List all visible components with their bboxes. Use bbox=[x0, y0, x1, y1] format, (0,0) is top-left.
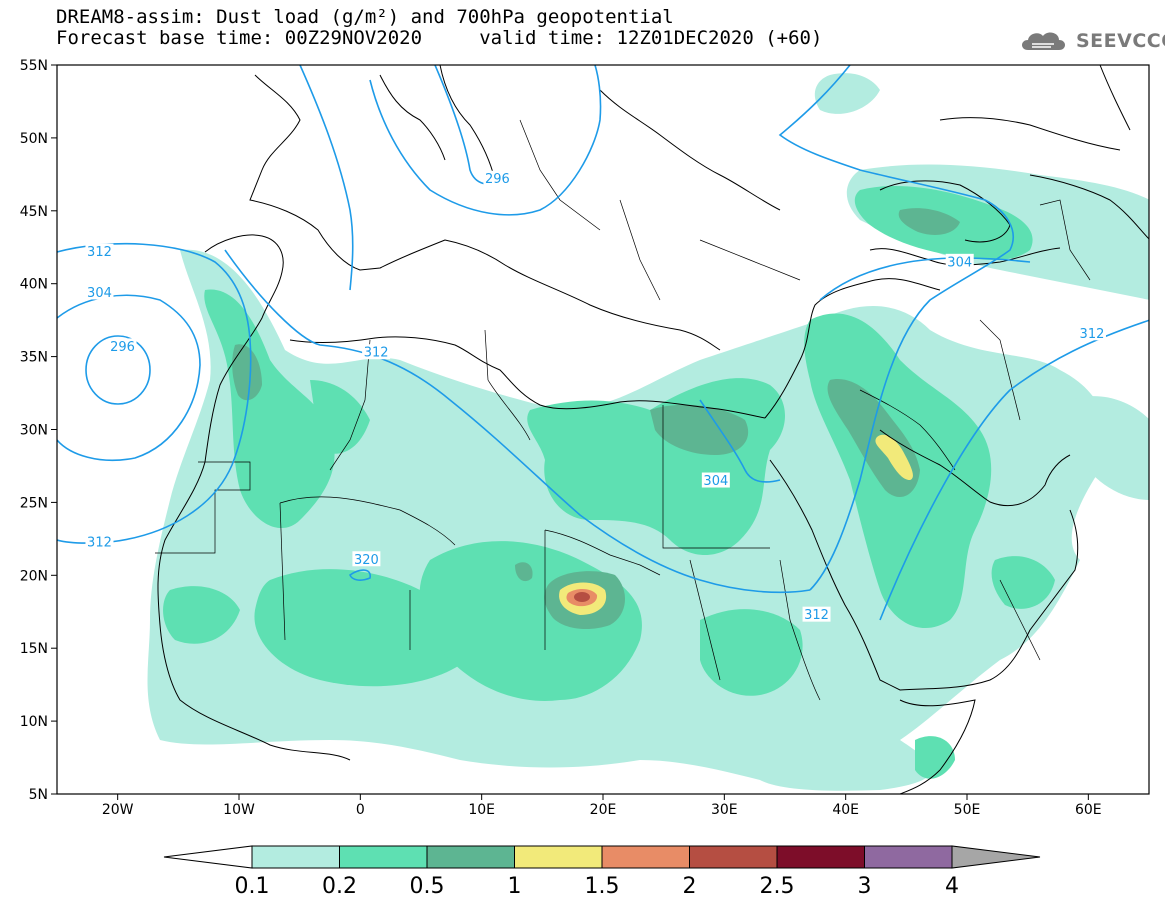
contour-label: 312 bbox=[364, 346, 389, 361]
lat-tick-label: 20N bbox=[20, 568, 48, 584]
contour-label: 304 bbox=[87, 286, 112, 301]
country-borders bbox=[155, 119, 1091, 701]
contour-label-bg bbox=[701, 472, 730, 488]
colorbar-label: 1 bbox=[508, 874, 522, 899]
contour-label: 312 bbox=[87, 245, 112, 260]
colorbar-swatch bbox=[689, 845, 778, 869]
lat-tick-label: 5N bbox=[29, 787, 48, 803]
contour-label: 312 bbox=[1080, 327, 1105, 342]
lon-tick-label: 50E bbox=[954, 802, 981, 818]
contour-label-bg bbox=[85, 533, 114, 549]
colorbar-swatch bbox=[251, 845, 340, 869]
colorbar-swatch bbox=[601, 845, 690, 869]
lat-tick-label: 45N bbox=[20, 204, 48, 220]
dust-level-2 bbox=[574, 592, 590, 602]
lat-tick-label: 30N bbox=[20, 423, 48, 439]
map-title: DREAM8-assim: Dust load (g/m²) and 700hP… bbox=[56, 6, 674, 28]
contour-label: 296 bbox=[485, 172, 510, 187]
colorbar-swatch bbox=[776, 845, 865, 869]
contour-label: 296 bbox=[110, 340, 135, 355]
contour-label-bg bbox=[802, 606, 831, 622]
contour-label-bg bbox=[85, 284, 114, 300]
contour-label: 320 bbox=[354, 553, 379, 568]
contour-label: 304 bbox=[947, 255, 972, 270]
colorbar-min-arrow bbox=[163, 845, 253, 869]
logo-text: SEEVCCC bbox=[1076, 30, 1165, 52]
dust-layer bbox=[147, 73, 1149, 791]
colorbar-label: 2.5 bbox=[760, 874, 795, 899]
lon-tick-label: 10W bbox=[223, 802, 255, 818]
lat-tick-label: 15N bbox=[20, 641, 48, 657]
contour-label: 312 bbox=[804, 608, 829, 623]
longitude-axis: 20W 10W 0 10E 20E 30E 40E 50E 60E bbox=[102, 794, 1102, 818]
contour-label-bg bbox=[1077, 325, 1106, 341]
lat-tick-label: 40N bbox=[20, 277, 48, 293]
lat-tick-label: 55N bbox=[20, 58, 48, 74]
colorbar-label: 0.1 bbox=[235, 874, 270, 899]
lon-tick-label: 60E bbox=[1075, 802, 1102, 818]
colorbar-label: 2 bbox=[683, 874, 697, 899]
lon-tick-label: 20E bbox=[590, 802, 617, 818]
colorbar-label: 0.5 bbox=[410, 874, 445, 899]
lat-tick-label: 10N bbox=[20, 714, 48, 730]
colorbar-swatch bbox=[514, 845, 603, 869]
colorbar-label: 0.2 bbox=[322, 874, 357, 899]
lat-tick-label: 35N bbox=[20, 350, 48, 366]
lat-tick-label: 50N bbox=[20, 131, 48, 147]
contour-label-bg bbox=[85, 243, 114, 259]
contour-label: 312 bbox=[87, 535, 112, 550]
contour-label-bg bbox=[483, 170, 512, 186]
colorbar-max-arrow bbox=[951, 845, 1041, 869]
colorbar-swatch bbox=[339, 845, 428, 869]
lon-tick-label: 20W bbox=[102, 802, 134, 818]
colorbar: 0.1 0.2 0.5 1 1.5 2 2.5 3 4 bbox=[163, 845, 1041, 899]
colorbar-swatch bbox=[426, 845, 515, 869]
coastlines bbox=[157, 65, 1149, 794]
contour-label: 304 bbox=[703, 474, 728, 489]
contour-label-bg bbox=[108, 338, 137, 354]
lon-tick-label: 0 bbox=[356, 802, 365, 818]
map-subtitle: Forecast base time: 00Z29NOV2020 valid t… bbox=[56, 27, 823, 49]
colorbar-label: 3 bbox=[858, 874, 872, 899]
contour-label-bg bbox=[352, 551, 381, 567]
lon-tick-label: 30E bbox=[711, 802, 738, 818]
latitude-axis: 55N 50N 45N 40N 35N 30N 25N 20N 15N 10N 5N bbox=[20, 58, 57, 803]
contour-label-bg bbox=[945, 253, 974, 269]
colorbar-label: 1.5 bbox=[585, 874, 620, 899]
seevccc-logo: SEEVCCC bbox=[1018, 24, 1165, 58]
colorbar-label: 4 bbox=[945, 874, 959, 899]
contour-labels: 312 304 296 312 312 296 304 320 312 304 312 bbox=[85, 170, 1106, 623]
lon-tick-label: 10E bbox=[468, 802, 495, 818]
cloud-logo-icon bbox=[1022, 32, 1065, 50]
lat-tick-label: 25N bbox=[20, 495, 48, 511]
colorbar-swatch bbox=[864, 845, 953, 869]
lon-tick-label: 40E bbox=[832, 802, 859, 818]
contour-label-bg bbox=[362, 344, 391, 360]
